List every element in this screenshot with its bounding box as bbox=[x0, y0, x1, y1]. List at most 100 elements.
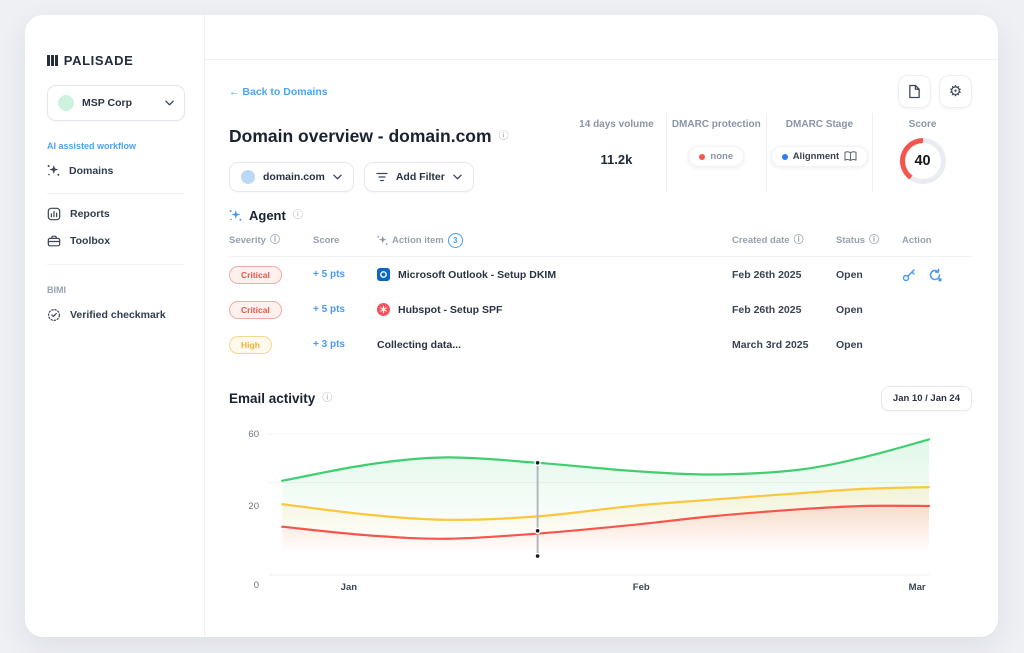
sparkles-icon bbox=[229, 210, 242, 221]
severity-badge: Critical bbox=[229, 266, 282, 284]
filter-icon bbox=[376, 172, 388, 182]
info-icon[interactable]: ⓘ bbox=[793, 234, 804, 246]
main-content: ← Back to Domains ⚙ Dom bbox=[205, 15, 998, 637]
dmarc-stage-badge[interactable]: Alignment bbox=[770, 146, 869, 167]
add-filter-label: Add Filter bbox=[395, 171, 445, 183]
org-name: MSP Corp bbox=[82, 97, 132, 109]
y-tick-label: 0 bbox=[254, 580, 259, 591]
sidebar-item-label: Reports bbox=[70, 208, 110, 220]
created-date: Feb 26th 2025 bbox=[732, 268, 802, 281]
stat-label: DMARC protection bbox=[671, 119, 761, 130]
sidebar-item-label: Verified checkmark bbox=[70, 309, 166, 321]
sidebar-item-reports[interactable]: Reports bbox=[47, 207, 184, 221]
action-item-count-badge: 3 bbox=[447, 233, 463, 248]
stat-score: Score 40 bbox=[872, 113, 972, 192]
stat-value: 11.2k bbox=[600, 152, 633, 167]
sidebar-item-label: Domains bbox=[69, 164, 114, 177]
toolbox-icon bbox=[47, 235, 61, 247]
score-gauge: 40 bbox=[899, 138, 946, 184]
y-tick-label: 20 bbox=[248, 501, 259, 512]
app-logo: PALISADE bbox=[47, 53, 184, 68]
key-icon[interactable] bbox=[902, 268, 916, 282]
info-icon[interactable]: ⓘ bbox=[869, 234, 880, 246]
action-item-label: Collecting data... bbox=[377, 338, 462, 351]
table-header: Severity ⓘ Score Action item 3 Created da… bbox=[229, 233, 972, 257]
book-icon bbox=[844, 151, 857, 161]
y-tick-label: 60 bbox=[248, 429, 259, 440]
status-value: Open bbox=[836, 303, 863, 316]
reports-icon bbox=[47, 207, 61, 221]
x-tick-label: Jan bbox=[341, 582, 358, 593]
logo-bars-icon bbox=[47, 55, 58, 66]
stat-dmarc-stage: DMARC Stage Alignment bbox=[765, 113, 872, 192]
gear-icon: ⚙ bbox=[948, 83, 963, 100]
red-series-line bbox=[281, 504, 931, 540]
table-row: Critical + 5 pts Microsoft Outlook - Set… bbox=[229, 257, 972, 292]
sidebar-divider bbox=[47, 193, 184, 194]
chevron-down-icon bbox=[453, 174, 462, 180]
info-icon[interactable]: ⓘ bbox=[322, 392, 333, 404]
stat-dmarc-protection: DMARC protection none bbox=[665, 113, 766, 192]
agent-section-title: Agent bbox=[249, 208, 286, 223]
org-selector[interactable]: MSP Corp bbox=[47, 85, 185, 121]
table-row: Critical + 5 pts Hubspot - Setup SPF Feb… bbox=[229, 292, 972, 327]
status-dot bbox=[781, 153, 788, 160]
chevron-down-icon bbox=[165, 100, 174, 106]
add-filter-dropdown[interactable]: Add Filter bbox=[363, 162, 474, 192]
document-icon bbox=[909, 84, 920, 99]
email-activity-title: Email activity bbox=[229, 391, 316, 406]
page-title: Domain overview - domain.com bbox=[229, 126, 492, 146]
stat-label: DMARC Stage bbox=[785, 119, 854, 130]
table-row: High + 3 pts Collecting data... March 3r… bbox=[229, 327, 972, 362]
email-activity-chart: 60 20 0 Jan Feb Mar bbox=[229, 425, 972, 608]
x-tick-label: Mar bbox=[909, 582, 926, 593]
score-value: 40 bbox=[904, 143, 941, 179]
stat-volume: 14 days volume 11.2k bbox=[567, 113, 666, 192]
info-icon[interactable]: ⓘ bbox=[498, 130, 509, 142]
marker-dot bbox=[534, 527, 541, 535]
info-icon[interactable]: ⓘ bbox=[292, 209, 303, 221]
sidebar-item-domains[interactable]: Domains bbox=[47, 164, 184, 177]
stats-panel: 14 days volume 11.2k DMARC protection no… bbox=[567, 113, 972, 192]
chevron-down-icon bbox=[333, 174, 342, 180]
sidebar: PALISADE MSP Corp AI assisted workflow D… bbox=[25, 15, 205, 637]
yellow-series-line bbox=[281, 486, 931, 521]
status-value: Open bbox=[836, 268, 863, 281]
dmarc-protection-badge: none bbox=[688, 146, 745, 167]
domain-filter-dropdown[interactable]: domain.com bbox=[229, 162, 354, 192]
stat-label: 14 days volume bbox=[579, 119, 654, 130]
status-value: Open bbox=[836, 338, 863, 351]
sidebar-item-verified-checkmark[interactable]: Verified checkmark bbox=[47, 308, 184, 322]
domain-avatar bbox=[241, 170, 255, 184]
sidebar-section-ai-label: AI assisted workflow bbox=[47, 141, 137, 151]
sidebar-section-bimi-label: BIMI bbox=[47, 285, 66, 295]
stat-label: Score bbox=[908, 119, 937, 130]
marker-dot bbox=[534, 459, 541, 466]
org-avatar bbox=[58, 95, 74, 111]
info-icon[interactable]: ⓘ bbox=[269, 234, 280, 246]
document-button[interactable] bbox=[898, 75, 931, 108]
refresh-icon[interactable] bbox=[928, 268, 942, 282]
domain-filter-label: domain.com bbox=[263, 171, 325, 183]
app-name: PALISADE bbox=[63, 53, 134, 68]
action-item-label[interactable]: Microsoft Outlook - Setup DKIM bbox=[398, 268, 557, 281]
score-points: + 3 pts bbox=[313, 339, 345, 350]
marker-dot bbox=[534, 552, 541, 560]
created-date: March 3rd 2025 bbox=[732, 338, 809, 351]
settings-button[interactable]: ⚙ bbox=[939, 75, 972, 108]
action-item-label[interactable]: Hubspot - Setup SPF bbox=[398, 303, 503, 316]
back-to-domains-link[interactable]: ← Back to Domains bbox=[229, 85, 328, 98]
top-bar bbox=[205, 15, 998, 60]
green-series-line bbox=[281, 438, 931, 482]
date-range-button[interactable]: Jan 10 / Jan 24 bbox=[880, 386, 972, 411]
sparkles-icon bbox=[377, 235, 388, 245]
sidebar-divider bbox=[47, 264, 184, 265]
verified-badge-icon bbox=[47, 308, 61, 322]
sidebar-item-toolbox[interactable]: Toolbox bbox=[47, 234, 184, 248]
score-points: + 5 pts bbox=[313, 269, 345, 280]
severity-badge: High bbox=[229, 336, 272, 354]
app-window: PALISADE MSP Corp AI assisted workflow D… bbox=[25, 15, 998, 637]
created-date: Feb 26th 2025 bbox=[732, 303, 802, 316]
hubspot-icon bbox=[377, 303, 390, 316]
sidebar-item-label: Toolbox bbox=[70, 235, 111, 247]
